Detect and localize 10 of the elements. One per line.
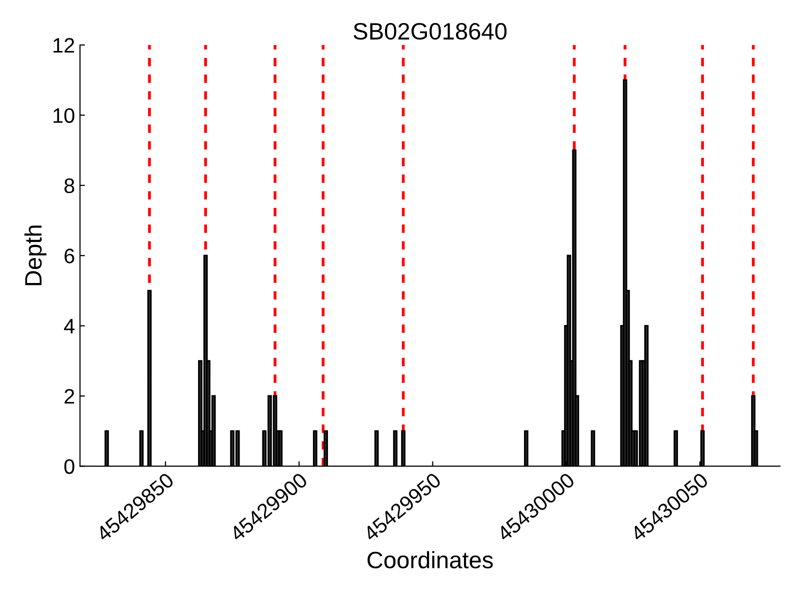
x-axis-title: Coordinates xyxy=(368,551,493,568)
y-tick-label: 12 xyxy=(54,38,74,53)
y-tick-label: 6 xyxy=(64,248,74,264)
y-tick-label: 10 xyxy=(54,108,74,123)
y-tick-label: 8 xyxy=(64,178,74,194)
chart-title: SB02G018640 xyxy=(354,22,507,40)
y-axis-title: Depth xyxy=(24,226,46,286)
y-tick-label: 4 xyxy=(64,319,75,334)
y-tick-label: 2 xyxy=(64,389,74,404)
y-tick-label: 0 xyxy=(64,459,74,474)
